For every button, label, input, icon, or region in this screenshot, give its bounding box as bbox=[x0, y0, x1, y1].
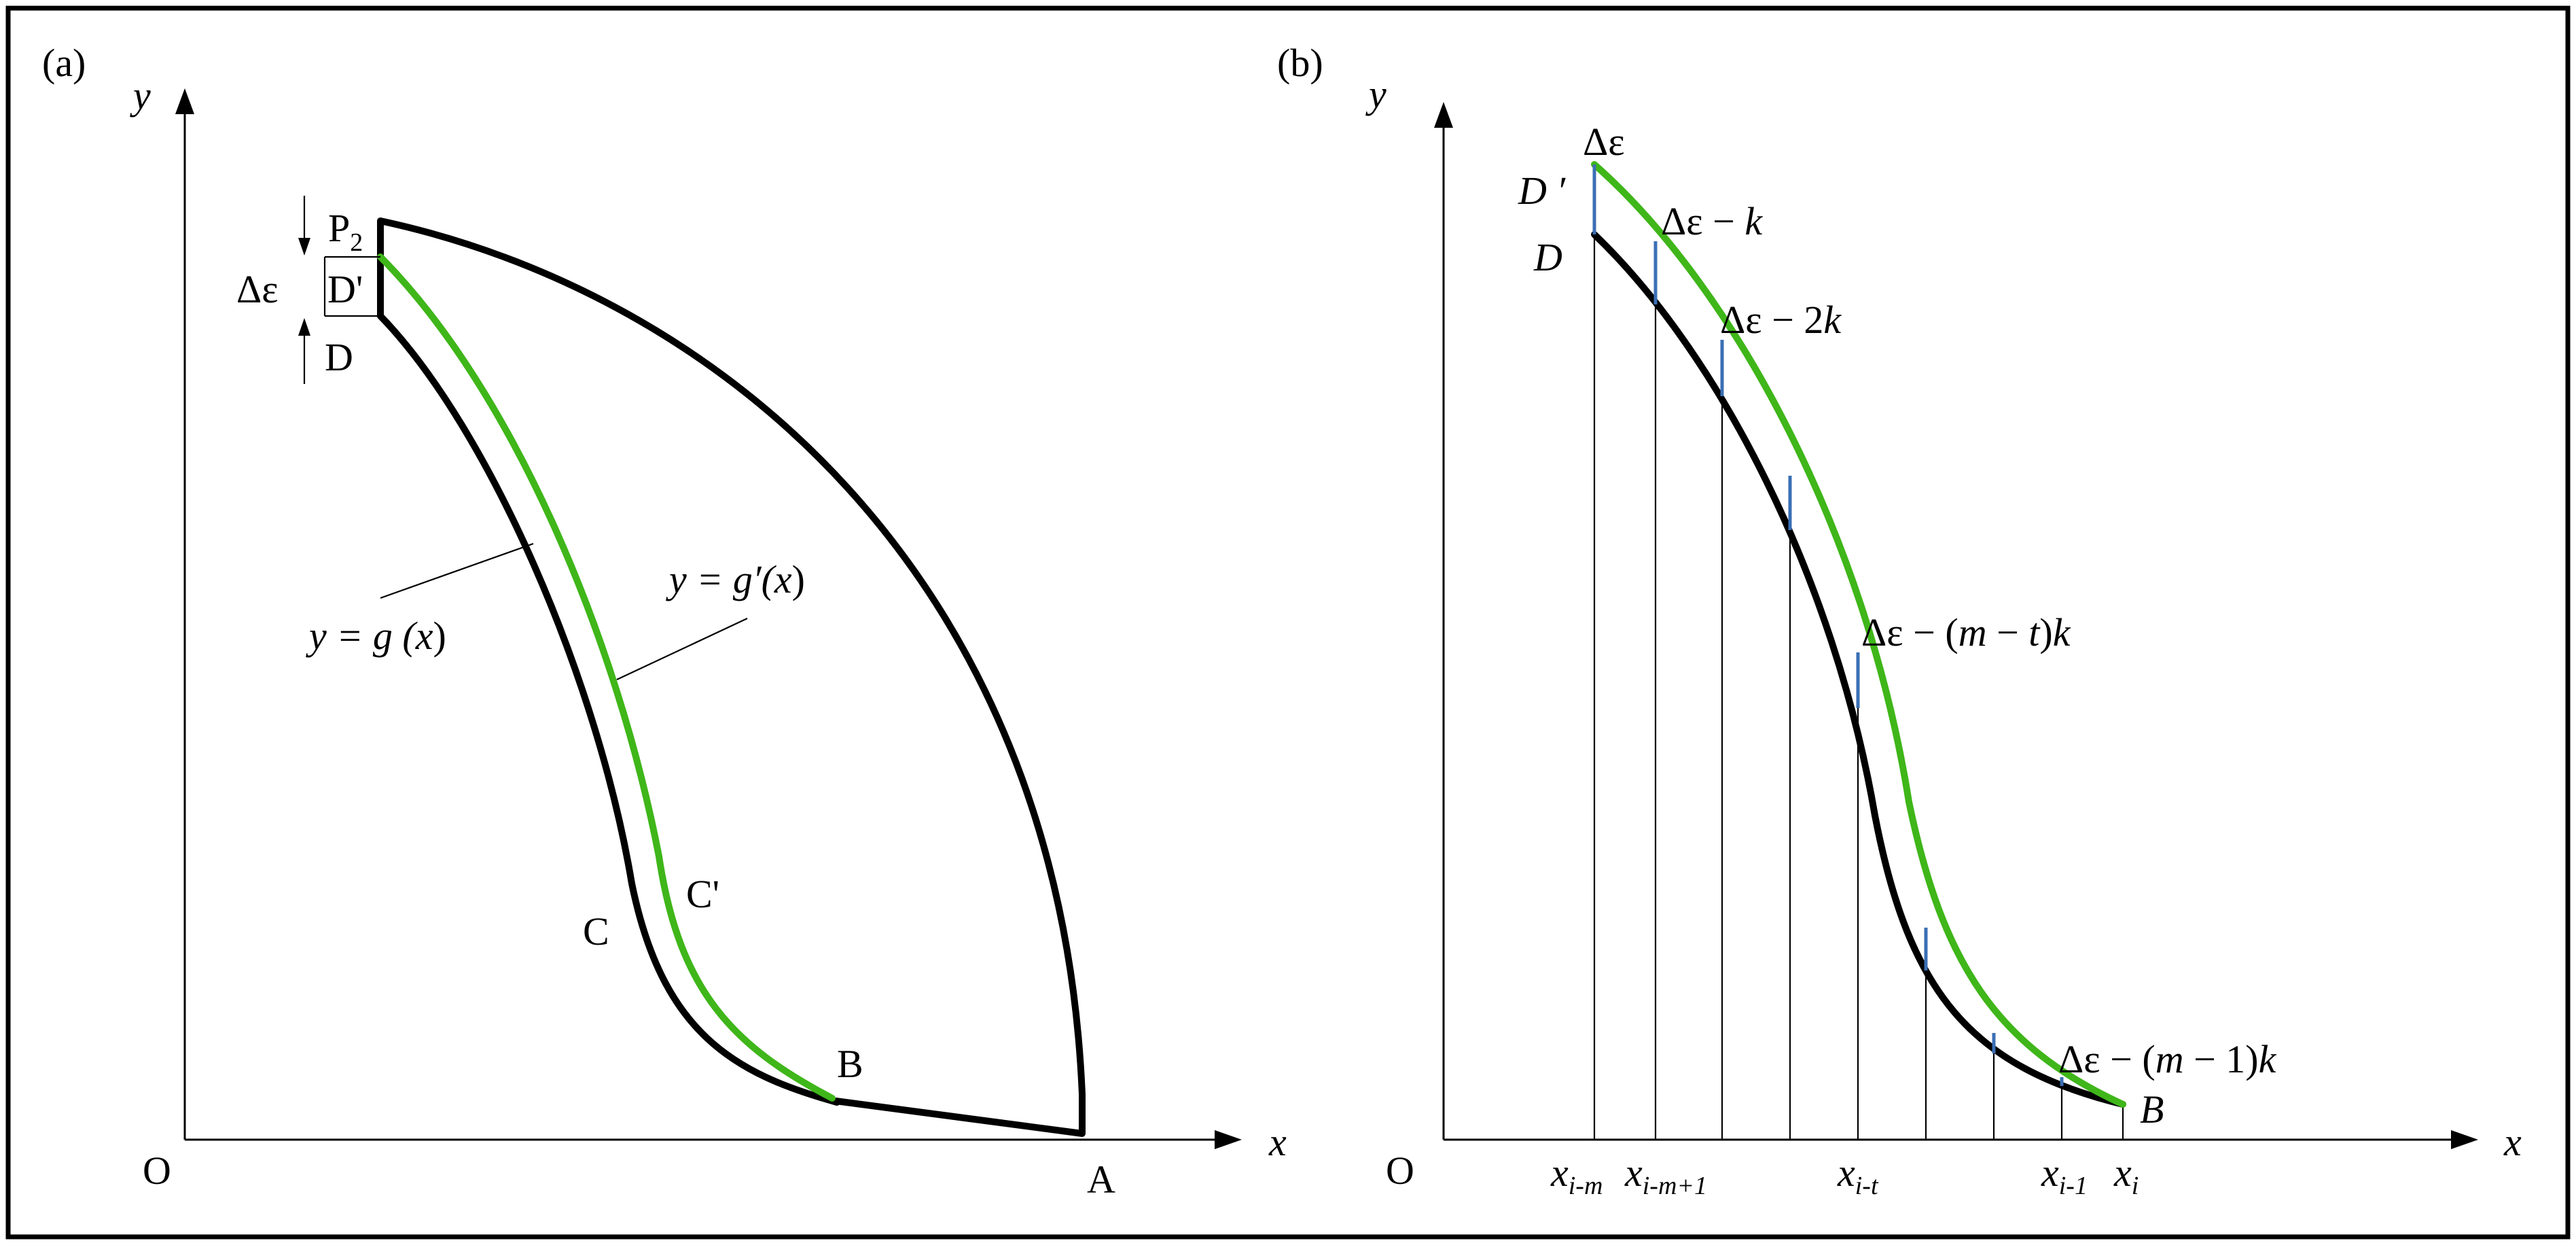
label-c: C bbox=[583, 909, 609, 953]
tick-x-i-1: xi-1 bbox=[2041, 1151, 2088, 1200]
tick-x-i-m1: xi-m+1 bbox=[1624, 1151, 1707, 1200]
leader-g-prime bbox=[616, 618, 748, 680]
increment-marks bbox=[1592, 164, 2064, 1086]
panel-a-x-label: x bbox=[1268, 1120, 1287, 1164]
figure-frame bbox=[5, 5, 2571, 1240]
tick-x-i-m: xi-m bbox=[1550, 1151, 1603, 1200]
panel-b-y-arrow-icon bbox=[1434, 102, 1453, 128]
curve-g-prime bbox=[377, 253, 836, 1102]
increment-label-1: Δε − k bbox=[1661, 199, 1763, 243]
panel-b: (b) y x O bbox=[1277, 41, 2522, 1200]
label-d-prime: D' bbox=[327, 267, 363, 311]
label-d-b: D bbox=[1533, 235, 1562, 279]
up-arrow-icon bbox=[298, 318, 310, 336]
label-delta-epsilon: Δε bbox=[236, 267, 279, 311]
increment-label-2: Δε − 2k bbox=[1720, 298, 1842, 342]
label-c-prime: C' bbox=[686, 872, 719, 916]
panel-b-origin: O bbox=[1386, 1148, 1414, 1193]
panel-a-tag: (a) bbox=[42, 41, 86, 85]
curve-offset-b bbox=[1591, 161, 2126, 1108]
label-p2: P2 bbox=[328, 206, 363, 257]
increment-label-mt: Δε − (m − t)k bbox=[1861, 610, 2071, 654]
equation-g-prime: y = g′(x) bbox=[666, 557, 805, 601]
panel-b-y-label: y bbox=[1365, 72, 1387, 116]
panel-a-x-arrow-icon bbox=[1215, 1130, 1242, 1149]
equation-g: y = g (x) bbox=[306, 614, 446, 658]
label-d-prime-b: D ′ bbox=[1518, 169, 1566, 213]
partition-lines bbox=[1593, 234, 2124, 1140]
increment-label-0: Δε bbox=[1583, 120, 1625, 164]
panel-a-y-label: y bbox=[130, 73, 151, 118]
label-d: D bbox=[325, 335, 353, 379]
curve-original-b bbox=[1591, 231, 2126, 1108]
label-a: A bbox=[1087, 1157, 1115, 1202]
tick-x-i: xi bbox=[2113, 1151, 2139, 1200]
panel-b-x-label: x bbox=[2503, 1120, 2522, 1164]
panel-b-tag: (b) bbox=[1277, 41, 1323, 85]
outer-boundary-curve bbox=[377, 217, 1086, 1137]
curve-g bbox=[377, 313, 840, 1106]
panel-a: (a) y x O P2 D' Δε D y = g (x) y = g′(x)… bbox=[42, 41, 1287, 1202]
label-b-b: B bbox=[2140, 1087, 2164, 1132]
panel-a-y-arrow-icon bbox=[175, 88, 194, 114]
label-b: B bbox=[837, 1042, 863, 1086]
leader-g bbox=[380, 542, 534, 599]
panel-a-origin: O bbox=[143, 1148, 171, 1193]
down-arrow-icon bbox=[298, 238, 310, 256]
tick-x-i-t: xi-t bbox=[1837, 1151, 1879, 1200]
panel-b-x-arrow-icon bbox=[2451, 1130, 2478, 1149]
increment-label-m1: Δε − (m − 1)k bbox=[2058, 1037, 2277, 1081]
